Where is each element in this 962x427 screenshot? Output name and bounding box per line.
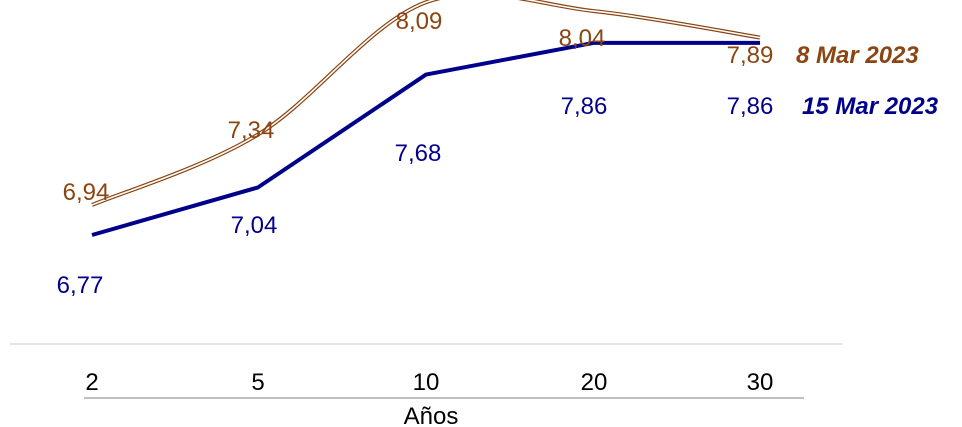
- x-tick-label: 10: [413, 369, 440, 396]
- x-axis-title: Años: [404, 403, 459, 427]
- series-line-15-mar-2023: [91, 40, 760, 237]
- data-label-8-mar-2023: 7,34: [228, 117, 275, 144]
- legend-group: 8 Mar 2023 15 Mar 2023: [796, 42, 939, 120]
- data-label-15-mar-2023: 7,86: [727, 93, 774, 120]
- x-tick-label: 20: [581, 369, 608, 396]
- data-label-8-mar-2023: 8,04: [559, 25, 606, 52]
- data-label-15-mar-2023: 7,68: [395, 140, 442, 167]
- series-line-8-mar-2023-inner: [91, 0, 761, 206]
- x-axis-ticks: 2 5 10 20 30: [85, 369, 773, 396]
- series-group: [91, 0, 761, 237]
- data-label-15-mar-2023: 7,04: [231, 212, 278, 239]
- legend-label: 8 Mar 2023: [796, 42, 919, 69]
- data-label-8-mar-2023: 7,89: [727, 42, 774, 69]
- data-label-8-mar-2023: 6,94: [63, 179, 110, 206]
- x-tick-label: 5: [251, 369, 264, 396]
- data-label-15-mar-2023: 6,77: [57, 272, 104, 299]
- data-labels-group: 6,94 7,34 8,09 8,04 7,89 6,77 7,04 7,68 7,86 7,86: [57, 8, 774, 299]
- data-label-15-mar-2023: 7,86: [561, 93, 608, 120]
- x-tick-label: 2: [85, 369, 98, 396]
- data-label-8-mar-2023: 8,09: [396, 8, 443, 35]
- legend-label: 15 Mar 2023: [802, 93, 939, 120]
- x-tick-label: 30: [747, 369, 774, 396]
